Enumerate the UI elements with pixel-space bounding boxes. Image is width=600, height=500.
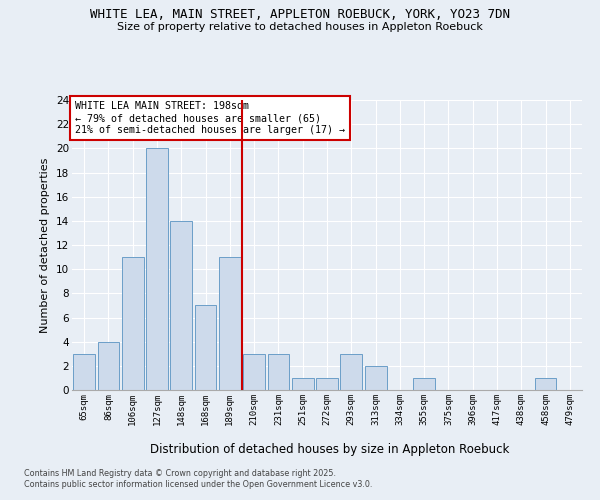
Bar xyxy=(194,306,217,390)
Bar xyxy=(219,257,241,390)
Bar xyxy=(146,148,168,390)
Bar xyxy=(268,354,289,390)
Bar xyxy=(170,221,192,390)
Y-axis label: Number of detached properties: Number of detached properties xyxy=(40,158,50,332)
Text: Distribution of detached houses by size in Appleton Roebuck: Distribution of detached houses by size … xyxy=(151,442,509,456)
Bar xyxy=(413,378,435,390)
Bar xyxy=(292,378,314,390)
Text: WHITE LEA, MAIN STREET, APPLETON ROEBUCK, YORK, YO23 7DN: WHITE LEA, MAIN STREET, APPLETON ROEBUCK… xyxy=(90,8,510,20)
Bar xyxy=(122,257,143,390)
Text: WHITE LEA MAIN STREET: 198sqm
← 79% of detached houses are smaller (65)
21% of s: WHITE LEA MAIN STREET: 198sqm ← 79% of d… xyxy=(74,102,344,134)
Text: Size of property relative to detached houses in Appleton Roebuck: Size of property relative to detached ho… xyxy=(117,22,483,32)
Bar xyxy=(365,366,386,390)
Bar xyxy=(97,342,119,390)
Bar xyxy=(73,354,95,390)
Text: Contains public sector information licensed under the Open Government Licence v3: Contains public sector information licen… xyxy=(24,480,373,489)
Bar xyxy=(243,354,265,390)
Bar xyxy=(535,378,556,390)
Bar xyxy=(340,354,362,390)
Bar xyxy=(316,378,338,390)
Text: Contains HM Land Registry data © Crown copyright and database right 2025.: Contains HM Land Registry data © Crown c… xyxy=(24,468,336,477)
